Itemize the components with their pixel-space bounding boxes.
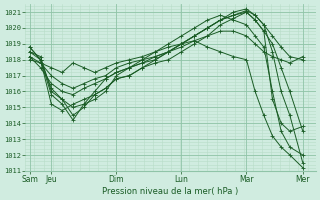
X-axis label: Pression niveau de la mer( hPa ): Pression niveau de la mer( hPa ) xyxy=(102,187,239,196)
